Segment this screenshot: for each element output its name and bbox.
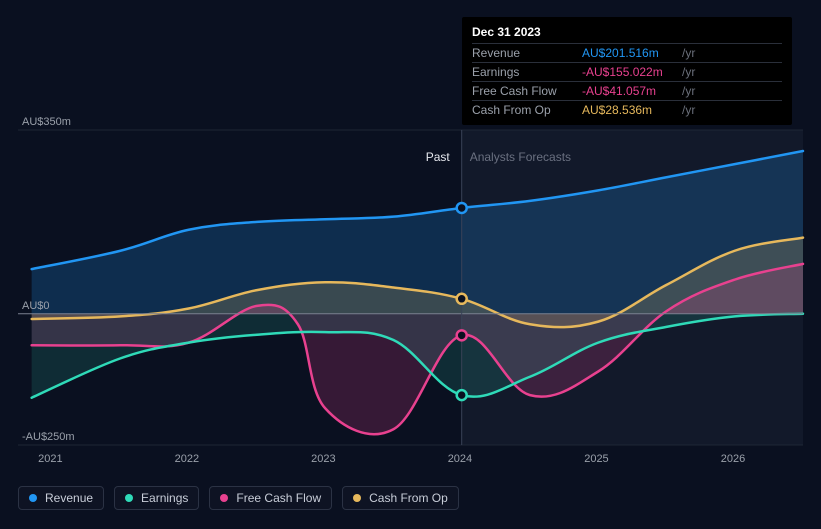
legend-item-cash_from_op[interactable]: Cash From Op: [342, 486, 459, 510]
x-tick-label: 2022: [175, 453, 199, 465]
marker-cash_from_op: [457, 294, 467, 304]
tooltip-row-unit: /yr: [682, 44, 782, 63]
x-tick-label: 2025: [584, 453, 608, 465]
tooltip-table: RevenueAU$201.516m/yr Earnings-AU$155.022…: [472, 43, 782, 119]
marker-earnings: [457, 390, 467, 400]
x-tick-label: 2021: [38, 453, 62, 465]
legend-dot-icon: [125, 494, 133, 502]
x-tick-label: 2024: [448, 453, 472, 465]
tooltip-row-label: Revenue: [472, 44, 582, 63]
legend-item-free_cash_flow[interactable]: Free Cash Flow: [209, 486, 332, 510]
tooltip-row-label: Free Cash Flow: [472, 82, 582, 101]
legend-item-revenue[interactable]: Revenue: [18, 486, 104, 510]
legend-dot-icon: [29, 494, 37, 502]
legend-item-label: Free Cash Flow: [236, 491, 321, 505]
financials-chart: AU$350m AU$0 -AU$250m 2021 2022 2023 2024 2025 2…: [0, 0, 821, 524]
tooltip-date: Dec 31 2023: [472, 23, 782, 43]
x-tick-label: 2026: [721, 453, 745, 465]
y-tick-label: AU$0: [22, 300, 50, 312]
tooltip-row-unit: /yr: [682, 63, 782, 82]
marker-revenue: [457, 203, 467, 213]
x-tick-label: 2023: [311, 453, 335, 465]
tooltip-row-label: Earnings: [472, 63, 582, 82]
past-label: Past: [426, 150, 450, 164]
legend-item-label: Earnings: [141, 491, 188, 505]
tooltip-row-value: AU$201.516m: [582, 44, 682, 63]
y-tick-label: AU$350m: [22, 116, 71, 128]
tooltip-row-value: AU$28.536m: [582, 101, 682, 120]
legend-item-earnings[interactable]: Earnings: [114, 486, 199, 510]
forecast-label: Analysts Forecasts: [470, 150, 571, 164]
legend-item-label: Cash From Op: [369, 491, 448, 505]
legend: Revenue Earnings Free Cash Flow Cash From O…: [18, 486, 459, 510]
tooltip-row-unit: /yr: [682, 82, 782, 101]
legend-item-label: Revenue: [45, 491, 93, 505]
tooltip-row-value: -AU$155.022m: [582, 63, 682, 82]
y-tick-label: -AU$250m: [22, 431, 75, 443]
legend-dot-icon: [353, 494, 361, 502]
marker-free_cash_flow: [457, 330, 467, 340]
tooltip-row-value: -AU$41.057m: [582, 82, 682, 101]
tooltip-row-label: Cash From Op: [472, 101, 582, 120]
legend-dot-icon: [220, 494, 228, 502]
tooltip-row-unit: /yr: [682, 101, 782, 120]
tooltip: Dec 31 2023RevenueAU$201.516m/yr Earnings…: [462, 17, 792, 125]
